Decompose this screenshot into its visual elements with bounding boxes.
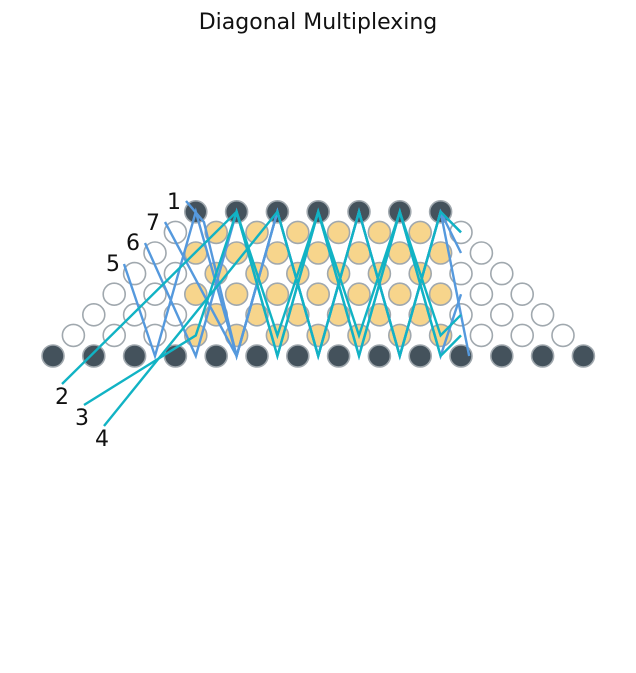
line-label-5: 5	[106, 252, 120, 277]
active-node	[224, 282, 249, 307]
multiplex-lines	[61, 200, 471, 427]
active-node	[326, 220, 351, 245]
empty-node	[469, 282, 494, 307]
active-node	[428, 282, 453, 307]
active-node	[285, 302, 310, 327]
empty-node	[489, 261, 514, 286]
active-node	[367, 302, 392, 327]
terminal-node	[449, 344, 473, 368]
active-node	[387, 241, 412, 265]
line-label-2: 2	[55, 385, 69, 410]
active-node	[265, 241, 290, 265]
empty-node	[143, 282, 167, 307]
terminal-node	[489, 344, 514, 368]
active-node	[347, 241, 371, 265]
active-node	[245, 302, 269, 327]
active-node	[306, 282, 331, 307]
line-4	[103, 207, 462, 427]
empty-node	[102, 282, 126, 307]
empty-node	[469, 323, 494, 348]
terminal-node	[326, 344, 351, 368]
line-label-1: 1	[167, 190, 181, 215]
empty-node	[510, 282, 535, 307]
active-node	[245, 220, 269, 245]
terminal-node	[122, 344, 147, 368]
line-label-3: 3	[75, 406, 89, 431]
terminal-node	[408, 344, 433, 368]
active-node	[408, 220, 433, 245]
terminal-node	[530, 344, 555, 368]
active-node	[285, 220, 310, 245]
active-node	[347, 282, 371, 307]
terminal-node	[41, 344, 65, 368]
node-grid	[41, 200, 596, 368]
active-node	[306, 241, 331, 265]
terminal-node	[571, 344, 596, 368]
active-node	[387, 282, 412, 307]
empty-node	[489, 302, 514, 327]
terminal-node	[367, 344, 392, 368]
active-node	[265, 282, 290, 307]
empty-node	[530, 302, 555, 327]
empty-node	[61, 323, 86, 348]
diagram-title: Diagonal Multiplexing	[198, 10, 438, 35]
empty-node	[449, 261, 473, 286]
terminal-node	[82, 344, 106, 368]
active-node	[326, 302, 351, 327]
empty-node	[469, 241, 494, 265]
terminal-node	[204, 344, 228, 368]
terminal-node	[245, 344, 269, 368]
line-label-7: 7	[146, 211, 160, 236]
empty-node	[102, 323, 126, 348]
line-label-4: 4	[95, 427, 109, 452]
active-node	[408, 302, 433, 327]
empty-node	[551, 323, 575, 348]
terminal-node	[285, 344, 310, 368]
line-label-6: 6	[126, 231, 140, 256]
empty-node	[82, 302, 106, 327]
active-node	[367, 220, 392, 245]
empty-node	[510, 323, 535, 348]
